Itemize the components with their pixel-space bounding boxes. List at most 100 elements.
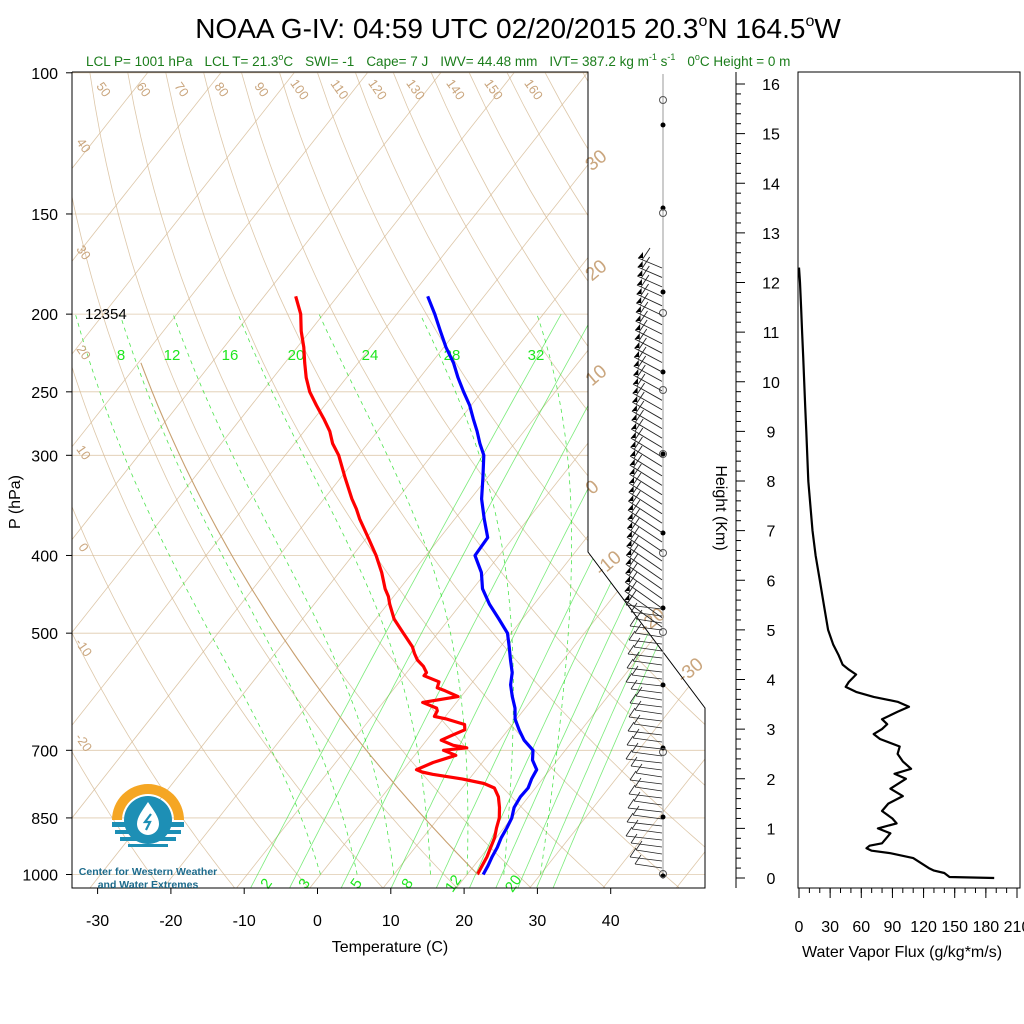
pressure-tick-label: 250 bbox=[31, 385, 58, 402]
chart-title: NOAA G-IV: 04:59 UTC 02/20/2015 20.3oN 1… bbox=[195, 13, 841, 44]
wind-barb bbox=[633, 646, 663, 652]
wind-barb-flag bbox=[626, 531, 632, 537]
wind-barb-flag bbox=[624, 585, 630, 591]
dry-adiabat-line bbox=[241, 72, 705, 888]
isotherm-line bbox=[526, 72, 705, 888]
wind-barb-flag bbox=[633, 369, 639, 375]
wind-barb bbox=[632, 651, 640, 662]
mixing-ratio-line bbox=[389, 313, 680, 888]
wind-barb-flag bbox=[625, 567, 631, 573]
mixing-ratio-line bbox=[515, 313, 705, 888]
wind-barb bbox=[635, 849, 663, 855]
wind-barb bbox=[640, 274, 650, 288]
wind-barb bbox=[630, 611, 663, 617]
temperature-tick-label: 0 bbox=[313, 913, 322, 930]
dry-adiabat-line bbox=[72, 72, 387, 888]
flux-tick-label: 180 bbox=[973, 919, 1000, 936]
wind-barb-flag bbox=[632, 387, 638, 393]
isotherm-label: 0 bbox=[582, 476, 604, 499]
wind-barb bbox=[634, 786, 663, 792]
isotherm-line bbox=[72, 72, 295, 888]
mixing-ratio-label: 24 bbox=[362, 347, 379, 364]
height-tick-label: 2 bbox=[767, 772, 776, 789]
wind-barb bbox=[635, 686, 643, 697]
height-tick-label: 7 bbox=[767, 524, 776, 541]
isotherm-line bbox=[72, 72, 368, 888]
wind-barb bbox=[628, 482, 663, 505]
wind-barb bbox=[629, 625, 663, 631]
moist-adiabat-line bbox=[536, 313, 572, 875]
wind-barb bbox=[633, 714, 641, 725]
wind-barb bbox=[631, 410, 663, 430]
wind-barb bbox=[627, 653, 663, 659]
flux-ylabel: Height (Km) bbox=[712, 465, 729, 550]
wind-barb bbox=[630, 756, 638, 767]
dry-adiabat-line bbox=[279, 72, 705, 888]
wind-barb-flag bbox=[636, 288, 642, 294]
wind-barb bbox=[636, 373, 646, 387]
dry-adiabat-line bbox=[89, 72, 536, 888]
wind-barb bbox=[626, 744, 663, 750]
skewt-xlabel: Temperature (C) bbox=[332, 939, 448, 956]
info-s-unit: s bbox=[657, 54, 668, 69]
wind-barb-flag bbox=[633, 360, 639, 366]
wind-barb bbox=[628, 784, 636, 795]
wind-barb bbox=[632, 737, 663, 743]
dry-adiabat-line bbox=[72, 72, 461, 888]
wind-barb bbox=[625, 672, 633, 683]
wind-level-dot bbox=[660, 289, 666, 295]
isotherm-line bbox=[86, 72, 705, 888]
wind-level-dot bbox=[660, 814, 666, 820]
skewt-frame bbox=[71, 71, 706, 889]
title-lat: N 164.5 bbox=[707, 13, 805, 44]
dry-adiabat-label: 130 bbox=[403, 76, 428, 102]
skewt-background bbox=[72, 72, 705, 888]
mixing-ratio-label: 8 bbox=[117, 347, 125, 364]
wind-barb bbox=[631, 751, 663, 757]
isotherm-line bbox=[72, 72, 588, 888]
height-tick-label: 16 bbox=[762, 77, 780, 94]
wind-barb bbox=[634, 436, 643, 450]
wind-barb bbox=[632, 463, 642, 477]
wind-barb bbox=[632, 401, 663, 420]
dry-adiabat-label: 140 bbox=[443, 76, 468, 102]
wind-barb bbox=[625, 758, 663, 764]
flux-frame bbox=[797, 71, 1021, 889]
wind-barb bbox=[634, 427, 644, 441]
wind-level-dot bbox=[660, 682, 666, 688]
info-zero-deg: o bbox=[695, 52, 700, 62]
dry-adiabat-label: 50 bbox=[93, 79, 114, 99]
wind-level-dot bbox=[660, 530, 666, 536]
wind-barb bbox=[633, 800, 663, 806]
wind-barb bbox=[641, 256, 651, 270]
wind-barb bbox=[628, 793, 663, 799]
wind-barb bbox=[637, 346, 647, 360]
height-tick-label: 9 bbox=[767, 424, 776, 441]
wind-barb-flag bbox=[634, 342, 640, 348]
wind-barb bbox=[630, 535, 639, 549]
wind-barb bbox=[626, 658, 634, 669]
flux-tick-label: 150 bbox=[941, 919, 968, 936]
temperature-tick-label: -30 bbox=[86, 913, 109, 930]
moist-adiabat-line bbox=[119, 313, 358, 875]
wind-barb bbox=[626, 536, 663, 562]
wind-barb bbox=[635, 695, 663, 701]
pressure-tick-label: 150 bbox=[31, 207, 58, 224]
dry-adiabat-line bbox=[72, 72, 164, 888]
wind-barb bbox=[629, 553, 639, 567]
wind-barb bbox=[632, 392, 663, 411]
pressure-tick-label: 850 bbox=[31, 811, 58, 828]
wind-level-dot bbox=[660, 369, 666, 375]
dry-adiabat-label: 150 bbox=[481, 76, 506, 102]
wind-barb bbox=[635, 840, 643, 851]
wind-barb-flag bbox=[625, 558, 631, 564]
wind-barb bbox=[632, 728, 640, 739]
wind-level-circle bbox=[659, 450, 667, 458]
wind-barb bbox=[630, 526, 640, 540]
wind-barb bbox=[629, 693, 637, 704]
wind-barb-flag bbox=[632, 396, 638, 402]
moist-adiabat-line bbox=[237, 313, 431, 875]
